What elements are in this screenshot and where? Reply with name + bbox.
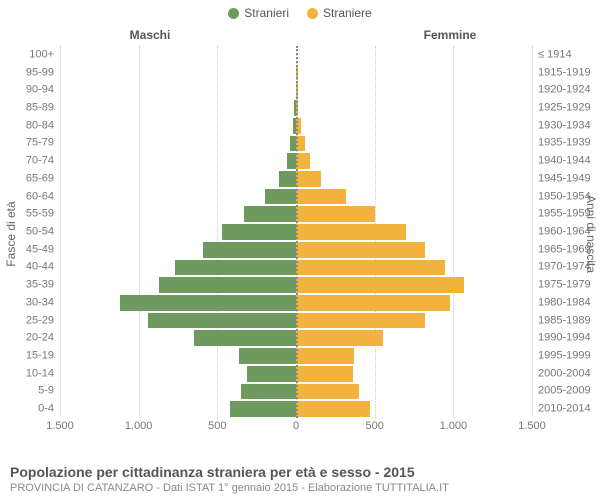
age-label: 0-4 (4, 404, 60, 415)
male-bar (175, 260, 296, 276)
male-bar (159, 277, 296, 293)
male-bar (120, 295, 296, 311)
birth-label: 1950-1954 (532, 191, 598, 202)
birth-label: 1970-1974 (532, 262, 598, 273)
female-bar (296, 260, 445, 276)
female-bar (296, 189, 346, 205)
x-tick: 1.000 (440, 420, 468, 432)
birth-label: 1990-1994 (532, 333, 598, 344)
male-bar (241, 384, 296, 400)
female-swatch (307, 8, 318, 19)
legend-item-female: Straniere (307, 6, 372, 20)
birth-label: 1915-1919 (532, 67, 598, 78)
x-tick: 500 (208, 420, 226, 432)
x-axis: 1.5001.00050005001.0001.500 (60, 420, 532, 436)
age-label: 20-24 (4, 333, 60, 344)
age-label: 90-94 (4, 85, 60, 96)
birth-label: 1980-1984 (532, 297, 598, 308)
age-label: 55-59 (4, 209, 60, 220)
legend-label-female: Straniere (323, 6, 372, 20)
age-label: 5-9 (4, 386, 60, 397)
age-label: 85-89 (4, 102, 60, 113)
age-label: 65-69 (4, 173, 60, 184)
male-bar (222, 224, 296, 240)
birth-label: 2000-2004 (532, 368, 598, 379)
male-bar (244, 206, 296, 222)
male-bar (148, 313, 296, 329)
birth-label: ≤ 1914 (532, 49, 598, 60)
age-label: 95-99 (4, 67, 60, 78)
female-bar (296, 348, 354, 364)
age-label: 30-34 (4, 297, 60, 308)
chart-subtitle: PROVINCIA DI CATANZARO - Dati ISTAT 1° g… (10, 482, 590, 494)
birth-label: 2010-2014 (532, 404, 598, 415)
birth-label: 1940-1944 (532, 156, 598, 167)
female-bar (296, 366, 353, 382)
birth-label: 1920-1924 (532, 85, 598, 96)
male-bar (203, 242, 296, 258)
female-bar (296, 277, 464, 293)
column-headers: Maschi Femmine (0, 28, 600, 46)
birth-label: 1930-1934 (532, 120, 598, 131)
age-label: 70-74 (4, 156, 60, 167)
x-tick: 1.000 (125, 420, 153, 432)
female-bar (296, 313, 425, 329)
birth-label: 1985-1989 (532, 315, 598, 326)
age-label: 40-44 (4, 262, 60, 273)
male-swatch (228, 8, 239, 19)
legend-label-male: Stranieri (244, 6, 289, 20)
birth-label: 2005-2009 (532, 386, 598, 397)
chart-area: Maschi Femmine Fasce di età Anni di nasc… (0, 28, 600, 440)
x-tick: 1.500 (46, 420, 74, 432)
x-tick: 500 (365, 420, 383, 432)
birth-label: 1925-1929 (532, 102, 598, 113)
birth-label: 1960-1964 (532, 226, 598, 237)
female-bar (296, 153, 310, 169)
female-bar (296, 295, 450, 311)
legend-item-male: Stranieri (228, 6, 289, 20)
col-header-male: Maschi (0, 28, 300, 42)
age-label: 60-64 (4, 191, 60, 202)
male-bar (287, 153, 296, 169)
col-header-female: Femmine (300, 28, 600, 42)
female-bar (296, 401, 370, 417)
age-label: 50-54 (4, 226, 60, 237)
plot-region: 100+≤ 191495-991915-191990-941920-192485… (60, 46, 532, 418)
birth-label: 1945-1949 (532, 173, 598, 184)
age-label: 80-84 (4, 120, 60, 131)
age-label: 10-14 (4, 368, 60, 379)
male-bar (194, 330, 296, 346)
centerline (296, 46, 298, 418)
male-bar (279, 171, 296, 187)
age-label: 35-39 (4, 280, 60, 291)
x-tick: 0 (293, 420, 299, 432)
footer: Popolazione per cittadinanza straniera p… (10, 464, 590, 494)
male-bar (239, 348, 296, 364)
birth-label: 1965-1969 (532, 244, 598, 255)
age-label: 75-79 (4, 138, 60, 149)
age-label: 45-49 (4, 244, 60, 255)
chart-title: Popolazione per cittadinanza straniera p… (10, 464, 590, 480)
age-label: 25-29 (4, 315, 60, 326)
female-bar (296, 330, 383, 346)
female-bar (296, 242, 425, 258)
age-label: 15-19 (4, 350, 60, 361)
male-bar (230, 401, 296, 417)
age-label: 100+ (4, 49, 60, 60)
female-bar (296, 224, 406, 240)
birth-label: 1995-1999 (532, 350, 598, 361)
female-bar (296, 171, 321, 187)
birth-label: 1975-1979 (532, 280, 598, 291)
birth-label: 1935-1939 (532, 138, 598, 149)
legend: Stranieri Straniere (0, 0, 600, 20)
male-bar (265, 189, 296, 205)
birth-label: 1955-1959 (532, 209, 598, 220)
female-bar (296, 384, 359, 400)
x-tick: 1.500 (518, 420, 546, 432)
female-bar (296, 206, 375, 222)
male-bar (247, 366, 296, 382)
